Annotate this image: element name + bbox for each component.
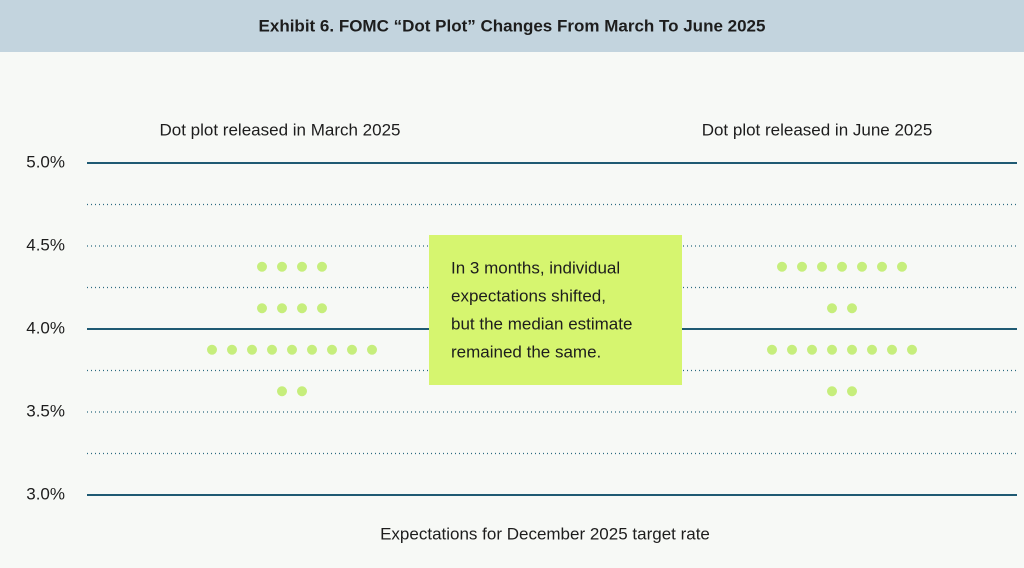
dot — [297, 303, 307, 314]
dot — [767, 344, 777, 355]
series-label: Dot plot released in March 2025 — [160, 120, 401, 139]
dot — [247, 344, 257, 355]
y-tick-label: 4.5% — [26, 235, 65, 254]
dot — [257, 261, 267, 272]
y-tick-label: 3.5% — [26, 401, 65, 420]
dot — [827, 303, 837, 314]
dot — [257, 303, 267, 314]
dot — [227, 344, 237, 355]
y-tick-label: 3.0% — [26, 484, 65, 503]
y-tick-label: 4.0% — [26, 318, 65, 337]
dot — [277, 303, 287, 314]
dot — [267, 344, 277, 355]
dot — [297, 386, 307, 397]
dot — [887, 344, 897, 355]
chart-title: Exhibit 6. FOMC “Dot Plot” Changes From … — [259, 16, 766, 35]
dot — [297, 261, 307, 272]
y-tick-label: 5.0% — [26, 152, 65, 171]
dot — [787, 344, 797, 355]
dot — [827, 344, 837, 355]
dot — [797, 261, 807, 272]
dot — [317, 303, 327, 314]
dot — [277, 386, 287, 397]
dot — [837, 261, 847, 272]
dot — [207, 344, 217, 355]
dot — [827, 386, 837, 397]
annotation-line: but the median estimate — [451, 314, 632, 333]
dot — [307, 344, 317, 355]
series-label: Dot plot released in June 2025 — [702, 120, 933, 139]
dot — [817, 261, 827, 272]
dot — [317, 261, 327, 272]
dot — [847, 303, 857, 314]
dot — [277, 261, 287, 272]
annotation-line: expectations shifted, — [451, 286, 606, 305]
dot — [877, 261, 887, 272]
dot — [907, 344, 917, 355]
dot — [867, 344, 877, 355]
dot — [847, 344, 857, 355]
dot — [777, 261, 787, 272]
dots — [207, 261, 917, 397]
dot — [347, 344, 357, 355]
dot — [847, 386, 857, 397]
dot — [367, 344, 377, 355]
annotation-box — [429, 235, 682, 385]
dot — [807, 344, 817, 355]
annotation: In 3 months, individual expectations shif… — [451, 258, 632, 361]
annotation-line: In 3 months, individual — [451, 258, 620, 277]
dot — [897, 261, 907, 272]
dot — [327, 344, 337, 355]
annotation-line: remained the same. — [451, 342, 601, 361]
title-bar — [0, 0, 1024, 52]
dot — [857, 261, 867, 272]
dot — [287, 344, 297, 355]
x-axis-label: Expectations for December 2025 target ra… — [380, 524, 710, 543]
